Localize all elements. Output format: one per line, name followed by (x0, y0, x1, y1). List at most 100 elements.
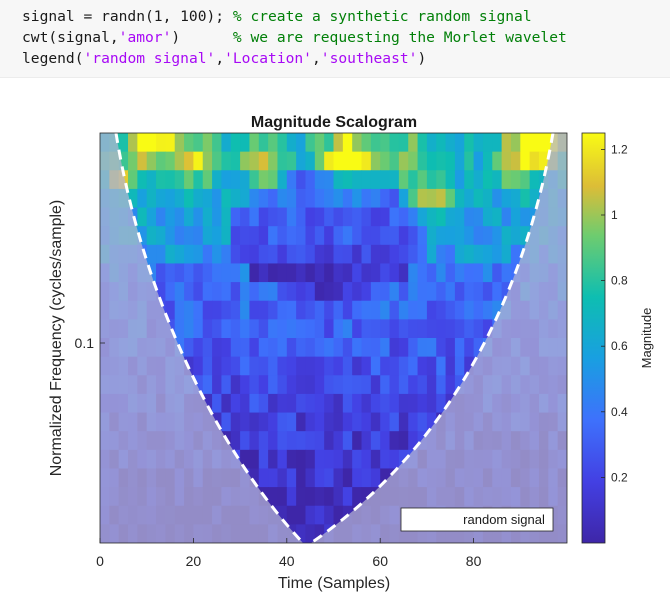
heatmap-cell (324, 151, 335, 171)
heatmap-cell (342, 356, 353, 376)
heatmap-cell (277, 300, 288, 320)
heatmap-cell (408, 151, 419, 171)
heatmap-cell (333, 226, 344, 246)
heatmap-cell (389, 188, 400, 209)
heatmap-cell (240, 412, 251, 432)
heatmap-cell (352, 282, 363, 302)
heatmap-cell (212, 207, 223, 227)
heatmap-cell (389, 449, 400, 470)
heatmap-cell (370, 412, 381, 432)
heatmap-cell (146, 170, 157, 190)
heatmap-cell (445, 300, 456, 320)
heatmap-cell (538, 133, 549, 153)
heatmap-cell (370, 393, 381, 414)
heatmap-cell (286, 356, 297, 376)
heatmap-cell (492, 170, 503, 190)
heatmap-cell (398, 188, 409, 209)
heatmap-cell (361, 338, 372, 358)
heatmap-cell (249, 431, 260, 451)
heatmap-cell (380, 263, 391, 283)
heatmap-cell (342, 449, 353, 470)
heatmap-cell (193, 188, 204, 209)
heatmap-cell (314, 244, 325, 265)
heatmap-cell (268, 412, 279, 432)
heatmap-cell (193, 170, 204, 190)
heatmap-cell (305, 319, 316, 339)
heatmap-cell (370, 188, 381, 209)
heatmap-cell (333, 356, 344, 376)
heatmap-cell (128, 170, 138, 190)
heatmap-cell (296, 263, 307, 283)
code-block: signal = randn(1, 100); % create a synth… (0, 0, 670, 78)
heatmap-cell (352, 151, 363, 171)
heatmap-cell (174, 319, 185, 339)
heatmap-cell (277, 188, 288, 209)
heatmap-cell (342, 226, 353, 246)
heatmap-cell (445, 151, 456, 171)
heatmap-cell (258, 263, 269, 283)
heatmap-cell (305, 244, 316, 265)
code-token: ) (171, 29, 233, 46)
heatmap-cell (258, 282, 269, 302)
heatmap-cell (408, 207, 419, 227)
heatmap-cell (380, 151, 391, 171)
heatmap-cell (445, 170, 456, 190)
heatmap-cell (464, 338, 475, 358)
heatmap-cell (454, 356, 465, 376)
heatmap-cell (286, 338, 297, 358)
heatmap-cell (361, 151, 372, 171)
heatmap-cell (361, 431, 372, 451)
heatmap-cell (398, 375, 409, 395)
heatmap-cell (389, 207, 400, 227)
heatmap-cell (305, 151, 316, 171)
heatmap-cell (492, 207, 503, 227)
heatmap-cell (370, 300, 381, 320)
heatmap-cell (277, 505, 288, 525)
legend[interactable]: random signal (400, 507, 554, 532)
heatmap-cell (240, 188, 251, 209)
heatmap-cell (352, 188, 363, 209)
legend-entry: random signal (463, 512, 545, 527)
heatmap-cell (389, 133, 400, 153)
heatmap-cell (333, 319, 344, 339)
heatmap-cell (286, 207, 297, 227)
heatmap-cell (249, 356, 260, 376)
x-tick-label: 40 (279, 553, 295, 569)
heatmap-cell (333, 151, 344, 171)
heatmap-cell (389, 375, 400, 395)
heatmap-cell (240, 319, 251, 339)
heatmap-cell (305, 207, 316, 227)
heatmap-cell (464, 133, 475, 153)
heatmap-cell (240, 263, 251, 283)
heatmap-cell (240, 375, 251, 395)
heatmap-cell (417, 133, 428, 153)
heatmap-cell (240, 431, 251, 451)
heatmap-cell (436, 338, 447, 358)
heatmap-cell (221, 356, 232, 376)
heatmap-cell (361, 226, 372, 246)
heatmap-cell (314, 524, 325, 543)
colorbar-tick-label: 1.2 (611, 142, 628, 156)
heatmap-cell (324, 431, 335, 451)
code-comment: % we are requesting the Morlet wavelet (232, 29, 567, 46)
heatmap-cell (510, 226, 521, 246)
heatmap-cell (156, 207, 166, 227)
heatmap-cell (221, 226, 232, 246)
heatmap-cell (426, 244, 437, 265)
heatmap-cell (268, 188, 279, 209)
heatmap-cell (482, 300, 493, 320)
colorbar[interactable] (581, 132, 606, 544)
heatmap-cell (296, 151, 307, 171)
heatmap-cell (352, 207, 363, 227)
heatmap-cell (314, 263, 325, 283)
heatmap-cell (286, 151, 297, 171)
heatmap-cell (174, 151, 185, 171)
heatmap-cell (202, 244, 213, 265)
heatmap-cell (268, 393, 279, 414)
heatmap-cell (184, 188, 194, 209)
heatmap-cell (202, 375, 213, 395)
heatmap-cell (184, 282, 194, 302)
heatmap-cell (258, 188, 269, 209)
heatmap-cell (454, 226, 465, 246)
heatmap-cell (296, 449, 307, 470)
